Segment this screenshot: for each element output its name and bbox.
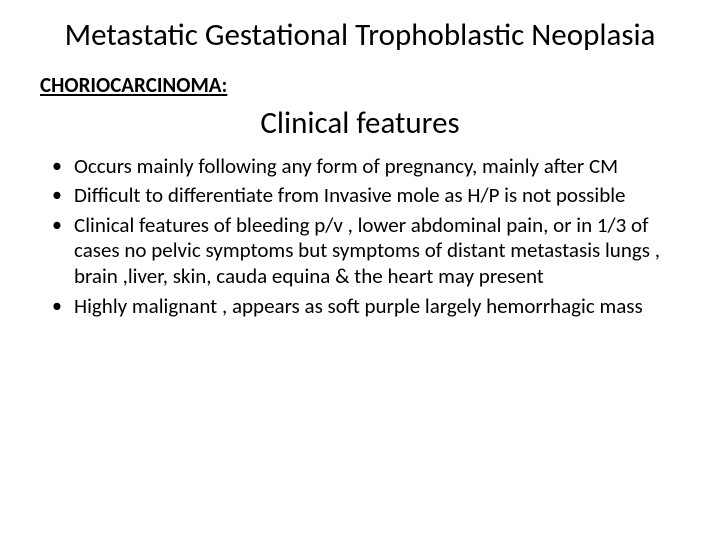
slide: Metastatic Gestational Trophoblastic Neo… [0,0,720,540]
slide-subtitle: Clinical features [40,104,680,142]
list-item: Difficult to differentiate from Invasive… [40,183,680,209]
list-item: Highly malignant , appears as soft purpl… [40,294,680,320]
list-item: Clinical features of bleeding p/v , lowe… [40,213,680,290]
section-label: CHORIOCARCINOMA: [40,72,680,98]
slide-title: Metastatic Gestational Trophoblastic Neo… [40,18,680,54]
bullet-list: Occurs mainly following any form of preg… [40,154,680,320]
list-item: Occurs mainly following any form of preg… [40,154,680,180]
